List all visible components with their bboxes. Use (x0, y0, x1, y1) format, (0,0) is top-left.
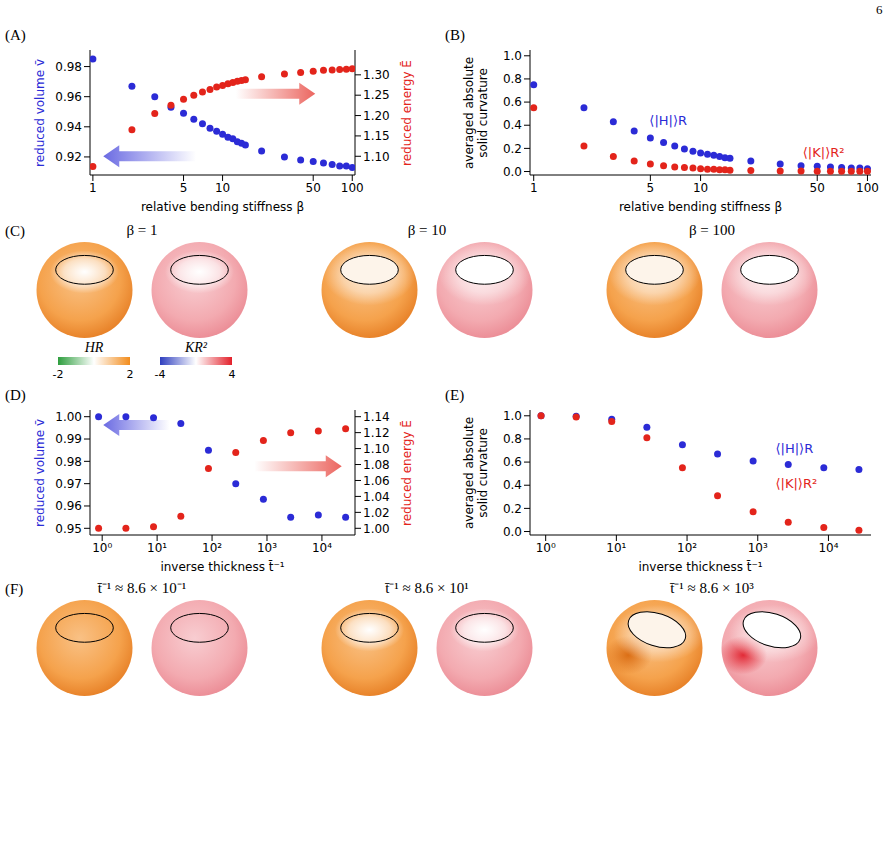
svg-text:0.4: 0.4 (503, 478, 522, 492)
svg-text:t̄⁻¹ ≈ 8.6 × 10³: t̄⁻¹ ≈ 8.6 × 10³ (669, 580, 754, 596)
svg-text:1: 1 (530, 181, 538, 195)
html-text:averaged absolute solid curvat: averaged absolute solid curvature (462, 416, 490, 529)
svg-text:0.8: 0.8 (503, 432, 522, 446)
svg-text:1: 1 (89, 181, 97, 195)
svg-text:1.10: 1.10 (363, 150, 390, 164)
svg-text:100: 100 (341, 181, 364, 195)
svg-text:10¹: 10¹ (606, 541, 626, 555)
svg-text:(F): (F) (5, 581, 23, 598)
svg-text:β = 10: β = 10 (408, 222, 447, 238)
svg-text:HR: HR (84, 340, 104, 355)
svg-text:0.95: 0.95 (55, 522, 82, 536)
svg-text:10³: 10³ (257, 541, 277, 555)
html-text:inverse thickness t̄⁻¹: inverse thickness t̄⁻¹ (160, 560, 285, 574)
svg-text:1.14: 1.14 (363, 410, 390, 424)
svg-text:0.8: 0.8 (503, 72, 522, 86)
svg-text:10⁴: 10⁴ (818, 541, 838, 555)
svg-text:(C): (C) (5, 223, 25, 240)
html-text:⟨|K|⟩R²: ⟨|K|⟩R² (802, 144, 845, 160)
svg-text:5: 5 (647, 181, 655, 195)
svg-text:0.0: 0.0 (503, 165, 522, 179)
html-text:(E): (E) (445, 387, 465, 403)
svg-text:1.00: 1.00 (55, 410, 82, 424)
svg-text:10: 10 (693, 181, 708, 195)
svg-text:10⁰: 10⁰ (536, 541, 556, 555)
svg-text:0.99: 0.99 (55, 432, 82, 446)
html-text:reduced energy Ē: reduced energy Ē (400, 419, 414, 526)
html-text:6: 6 (876, 2, 883, 17)
svg-text:1.06: 1.06 (363, 474, 390, 488)
svg-text:1.25: 1.25 (363, 88, 390, 102)
html-text:reduced volume v̄: reduced volume v̄ (33, 58, 47, 167)
svg-text:1.30: 1.30 (363, 68, 390, 82)
html-text:⟨|K|⟩R²: ⟨|K|⟩R² (775, 475, 818, 491)
html-text:relative bending stiffness β: relative bending stiffness β (618, 200, 783, 214)
html-text:inverse thickness t̄⁻¹: inverse thickness t̄⁻¹ (638, 560, 763, 574)
html-text:averaged absolute solid curvat: averaged absolute solid curvature (462, 56, 490, 169)
svg-text:0.4: 0.4 (503, 118, 522, 132)
svg-text:5: 5 (180, 181, 188, 195)
html-text:⟨|H|⟩R: ⟨|H|⟩R (775, 440, 814, 456)
svg-text:t̄⁻¹ ≈ 8.6 × 10¹: t̄⁻¹ ≈ 8.6 × 10¹ (384, 580, 469, 596)
svg-text:1.02: 1.02 (363, 506, 390, 520)
svg-text:0.96: 0.96 (55, 90, 82, 104)
svg-text:1.00: 1.00 (363, 522, 390, 536)
svg-text:1.0: 1.0 (503, 409, 522, 423)
svg-text:β = 100: β = 100 (689, 222, 735, 238)
svg-text:10⁰: 10⁰ (92, 541, 112, 555)
svg-text:0.2: 0.2 (503, 502, 522, 516)
html-text:⟨|H|⟩R: ⟨|H|⟩R (649, 112, 688, 127)
svg-text:0.6: 0.6 (503, 95, 522, 109)
svg-text:10²: 10² (677, 541, 697, 555)
svg-text:0.6: 0.6 (503, 455, 522, 469)
svg-text:-2: -2 (53, 368, 64, 381)
html-text:(D): (D) (5, 387, 26, 403)
svg-text:0.0: 0.0 (503, 525, 522, 539)
html-text:(A): (A) (5, 27, 26, 43)
svg-text:4: 4 (229, 368, 236, 381)
svg-text:10²: 10² (202, 541, 222, 555)
html-text:reduced volume v̄: reduced volume v̄ (33, 418, 47, 527)
svg-text:1.04: 1.04 (363, 490, 390, 504)
svg-text:0.2: 0.2 (503, 142, 522, 156)
svg-text:t̄⁻¹ ≈ 8.6 × 10⁻¹: t̄⁻¹ ≈ 8.6 × 10⁻¹ (97, 580, 187, 596)
svg-text:0.94: 0.94 (55, 120, 82, 134)
html-text:(B): (B) (445, 27, 465, 43)
svg-text:β = 1: β = 1 (126, 222, 157, 238)
svg-text:2: 2 (127, 368, 134, 381)
html-text:reduced energy Ē: reduced energy Ē (400, 59, 414, 166)
svg-text:-4: -4 (155, 368, 166, 381)
svg-text:0.92: 0.92 (55, 150, 82, 164)
svg-text:KR²: KR² (184, 340, 208, 355)
svg-text:1.08: 1.08 (363, 458, 390, 472)
svg-text:100: 100 (856, 181, 879, 195)
svg-text:50: 50 (810, 181, 825, 195)
html-text:relative bending stiffness β: relative bending stiffness β (140, 200, 305, 214)
svg-text:10¹: 10¹ (147, 541, 167, 555)
svg-text:0.98: 0.98 (55, 455, 82, 469)
svg-text:1.20: 1.20 (363, 109, 390, 123)
svg-text:0.98: 0.98 (55, 60, 82, 74)
svg-text:10: 10 (215, 181, 230, 195)
svg-text:1.10: 1.10 (363, 442, 390, 456)
svg-text:1.12: 1.12 (363, 426, 390, 440)
svg-text:50: 50 (306, 181, 321, 195)
svg-text:10³: 10³ (748, 541, 768, 555)
svg-text:0.97: 0.97 (55, 477, 82, 491)
svg-text:1.15: 1.15 (363, 129, 390, 143)
svg-text:0.96: 0.96 (55, 499, 82, 513)
svg-text:10⁴: 10⁴ (312, 541, 332, 555)
svg-text:1.0: 1.0 (503, 49, 522, 63)
